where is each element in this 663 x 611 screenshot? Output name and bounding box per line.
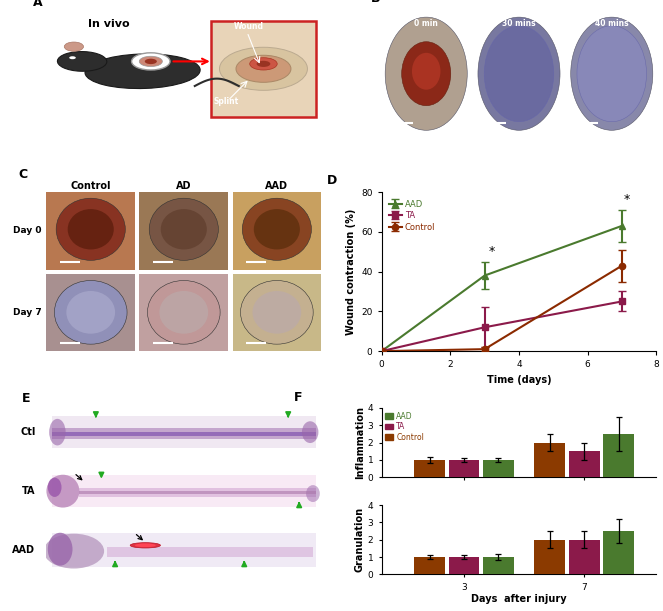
Bar [414, 557, 445, 574]
Text: B: B [371, 0, 381, 5]
Text: A: A [32, 0, 42, 9]
Bar [534, 540, 566, 574]
Ellipse shape [44, 534, 104, 569]
Text: 0 min: 0 min [414, 19, 438, 27]
Ellipse shape [85, 54, 200, 89]
Text: Ctl: Ctl [20, 427, 35, 437]
Bar [52, 475, 316, 507]
Ellipse shape [478, 17, 560, 130]
Title: AAD: AAD [265, 181, 288, 191]
Legend: AAD, TA, Control: AAD, TA, Control [385, 412, 424, 442]
Text: Day 7: Day 7 [13, 308, 41, 317]
Title: Control: Control [70, 181, 111, 191]
Ellipse shape [241, 280, 313, 344]
Ellipse shape [571, 17, 653, 130]
Text: F: F [294, 391, 302, 404]
Text: 40 mins: 40 mins [595, 19, 629, 27]
Bar [211, 21, 316, 117]
Text: D: D [327, 174, 337, 187]
Bar [107, 547, 313, 557]
Text: Splint: Splint [213, 97, 239, 106]
Circle shape [145, 59, 157, 64]
Bar [80, 491, 316, 494]
Bar [483, 557, 514, 574]
Bar [534, 442, 566, 477]
Ellipse shape [253, 291, 301, 334]
Bar [449, 460, 479, 477]
Text: Wound: Wound [233, 23, 263, 31]
Ellipse shape [56, 198, 125, 260]
Ellipse shape [46, 475, 80, 508]
Text: *: * [624, 193, 631, 206]
Bar [603, 434, 634, 477]
Ellipse shape [66, 291, 115, 334]
Ellipse shape [58, 51, 107, 71]
Ellipse shape [160, 209, 207, 249]
Ellipse shape [219, 47, 308, 90]
Ellipse shape [484, 26, 554, 122]
Ellipse shape [49, 419, 66, 445]
Circle shape [135, 543, 156, 547]
Ellipse shape [306, 485, 320, 502]
Ellipse shape [149, 198, 218, 260]
X-axis label: Time (days): Time (days) [487, 375, 552, 385]
Bar [569, 452, 600, 477]
Ellipse shape [64, 42, 84, 51]
Circle shape [69, 56, 76, 59]
Y-axis label: Wound contraction (%): Wound contraction (%) [345, 208, 355, 335]
Ellipse shape [48, 533, 72, 566]
Ellipse shape [385, 17, 467, 130]
Bar [52, 428, 316, 439]
Text: E: E [22, 392, 30, 405]
Ellipse shape [68, 209, 114, 249]
Ellipse shape [242, 198, 312, 260]
Text: TA: TA [22, 486, 35, 496]
Bar [52, 533, 316, 567]
Circle shape [139, 56, 162, 67]
Bar [52, 416, 316, 448]
Bar [449, 557, 479, 574]
Bar [569, 540, 600, 574]
Ellipse shape [147, 280, 220, 344]
Ellipse shape [402, 42, 451, 106]
Text: *: * [489, 244, 495, 258]
X-axis label: Days  after injury: Days after injury [471, 595, 567, 604]
Bar [414, 460, 445, 477]
Ellipse shape [257, 61, 271, 67]
Text: 30 mins: 30 mins [502, 19, 536, 27]
Ellipse shape [250, 57, 277, 70]
Ellipse shape [48, 478, 62, 497]
Ellipse shape [577, 26, 646, 122]
Circle shape [130, 543, 160, 548]
Y-axis label: Inflammation: Inflammation [355, 406, 365, 479]
Bar [603, 531, 634, 574]
Ellipse shape [236, 55, 291, 82]
Text: C: C [18, 168, 27, 181]
Ellipse shape [302, 421, 318, 443]
Ellipse shape [254, 209, 300, 249]
Ellipse shape [412, 53, 440, 90]
Ellipse shape [159, 291, 208, 334]
Title: AD: AD [176, 181, 192, 191]
Text: Day 0: Day 0 [13, 226, 41, 235]
Bar [483, 460, 514, 477]
Circle shape [131, 53, 170, 70]
Legend: AAD, TA, Control: AAD, TA, Control [386, 196, 439, 235]
Y-axis label: Granulation: Granulation [355, 507, 365, 573]
Text: In vivo: In vivo [88, 19, 129, 29]
Bar [80, 488, 316, 497]
Ellipse shape [54, 280, 127, 344]
Text: AAD: AAD [13, 545, 35, 555]
Bar [52, 432, 316, 436]
